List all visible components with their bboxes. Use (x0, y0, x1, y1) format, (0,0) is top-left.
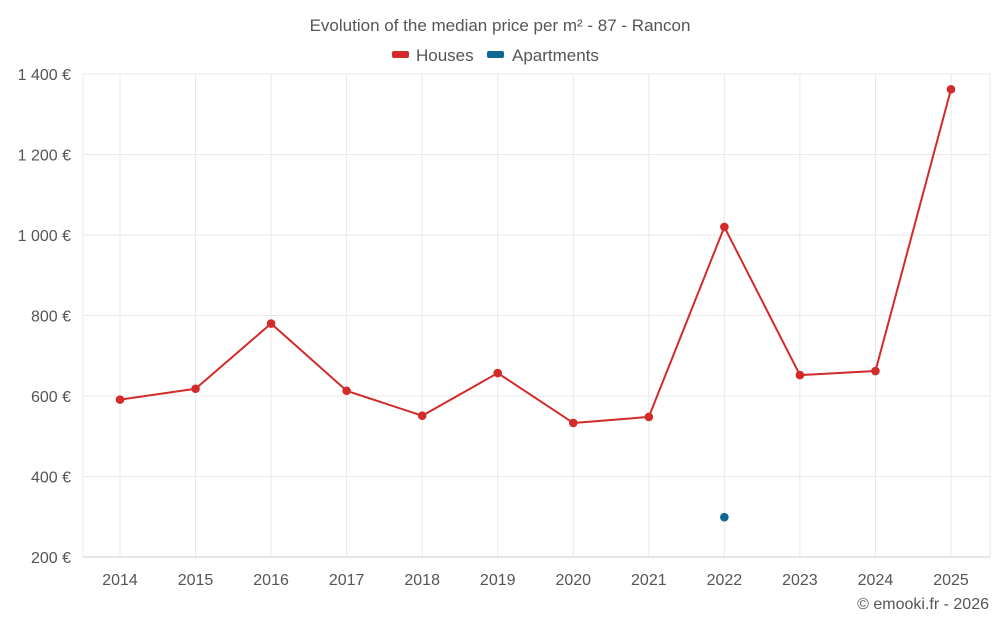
x-tick-label: 2014 (102, 572, 138, 589)
legend-swatch-houses (392, 51, 409, 58)
y-tick-label: 1 000 € (18, 228, 71, 245)
data-point-houses-2021[interactable] (644, 412, 654, 422)
y-tick-label: 800 € (31, 309, 71, 326)
data-point-houses-2023[interactable] (795, 370, 805, 380)
data-point-houses-2019[interactable] (493, 368, 503, 378)
y-tick-label: 200 € (31, 550, 71, 567)
legend-item-apartments[interactable]: Apartments (487, 46, 599, 65)
data-point-houses-2025[interactable] (946, 84, 956, 94)
x-tick-label: 2015 (178, 572, 214, 589)
x-tick-label: 2024 (858, 572, 894, 589)
data-point-houses-2022[interactable] (720, 222, 729, 232)
x-tick-label: 2017 (329, 572, 365, 589)
x-tick-label: 2020 (555, 572, 591, 589)
credit-text[interactable]: © emooki.fr - 2026 (857, 596, 989, 613)
legend-label-houses: Houses (416, 46, 474, 65)
grid (82, 73, 991, 558)
legend: Houses Apartments (392, 46, 599, 65)
x-tick-label: 2016 (253, 572, 289, 589)
data-point-houses-2020[interactable] (568, 418, 578, 428)
legend-swatch-apartments (487, 51, 504, 58)
series-line-houses (119, 88, 952, 424)
y-tick-label: 400 € (31, 470, 71, 487)
x-tick-label: 2025 (933, 572, 969, 589)
y-tick-label: 600 € (31, 389, 71, 406)
y-tick-label: 1 200 € (18, 148, 71, 165)
x-tick-label: 2019 (480, 572, 516, 589)
data-point-houses-2016[interactable] (266, 319, 276, 328)
x-tick-label: 2021 (631, 572, 667, 589)
data-point-houses-2024[interactable] (871, 366, 880, 376)
chart-title: Evolution of the median price per m² - 8… (310, 16, 691, 35)
x-tick-label: 2022 (707, 572, 743, 589)
data-point-apartments-2022[interactable] (720, 512, 729, 522)
data-point-houses-2015[interactable] (191, 384, 200, 394)
y-tick-label: 1 400 € (18, 67, 71, 84)
plot-area (115, 84, 956, 522)
y-axis: 200 € 400 € 600 € 800 € 1 000 € 1 200 € 1 400 … (18, 67, 71, 567)
x-axis: 2014 2015 2016 2017 2018 2019 2020 2021 2022 2023… (102, 572, 969, 589)
legend-item-houses[interactable]: Houses (392, 46, 474, 65)
x-tick-label: 2018 (404, 572, 440, 589)
legend-label-apartments: Apartments (512, 46, 599, 65)
data-point-houses-2014[interactable] (115, 395, 125, 404)
data-point-houses-2017[interactable] (342, 386, 351, 396)
data-point-houses-2018[interactable] (417, 411, 427, 421)
x-tick-label: 2023 (782, 572, 818, 589)
